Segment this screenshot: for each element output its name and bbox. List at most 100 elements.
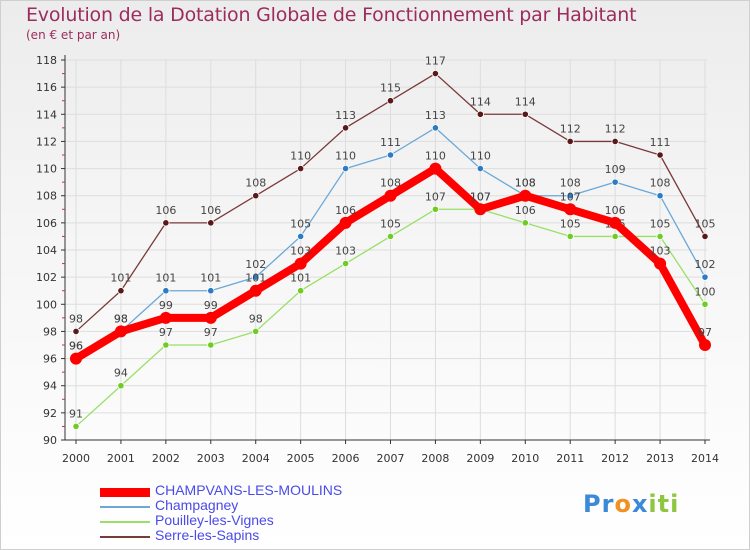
- data-label-champagney: 111: [380, 136, 401, 149]
- data-label-serre: 115: [380, 82, 401, 95]
- data-point-pouilley: [207, 341, 215, 349]
- data-point-champvans: [699, 339, 711, 351]
- logo-letter: i: [670, 490, 680, 518]
- data-point-pouilley: [431, 205, 440, 213]
- x-tick-label: 2009: [466, 452, 494, 465]
- data-label-pouilley: 105: [650, 217, 671, 230]
- data-point-pouilley: [521, 219, 529, 227]
- data-point-champagney: [207, 287, 215, 295]
- data-label-serre: 112: [605, 122, 626, 135]
- data-label-champvans: 96: [69, 340, 83, 353]
- data-point-champvans: [70, 352, 82, 365]
- data-point-champagney: [431, 124, 440, 132]
- data-label-champvans: 99: [159, 299, 173, 312]
- data-label-serre: 106: [200, 204, 221, 217]
- legend-label-champvans: CHAMPVANS-LES-MOULINS: [155, 482, 343, 498]
- data-point-serre: [117, 287, 125, 295]
- data-point-champvans: [474, 203, 487, 216]
- data-point-pouilley: [117, 382, 125, 390]
- data-label-pouilley: 103: [335, 245, 356, 258]
- data-point-serre: [162, 219, 170, 227]
- data-label-champagney: 96: [69, 340, 83, 353]
- data-label-champagney: 101: [200, 272, 221, 285]
- data-point-champvans: [204, 311, 217, 324]
- logo-letter: o: [614, 490, 632, 518]
- data-label-champvans: 103: [650, 245, 671, 258]
- data-point-champvans: [384, 189, 397, 202]
- data-point-serre: [521, 110, 529, 118]
- logo-letter: P: [583, 490, 602, 518]
- data-point-pouilley: [656, 232, 664, 241]
- data-label-serre: 112: [560, 122, 581, 135]
- data-point-serre: [386, 97, 395, 105]
- y-tick-label: 102: [36, 271, 57, 284]
- data-point-serre: [297, 164, 305, 173]
- data-label-pouilley: 106: [515, 204, 536, 217]
- x-tick-label: 2003: [197, 452, 225, 465]
- data-point-champagney: [656, 192, 664, 200]
- data-point-champvans: [339, 216, 352, 229]
- data-label-champvans: 103: [290, 245, 311, 258]
- data-label-champagney: 109: [605, 163, 626, 176]
- data-label-serre: 101: [110, 272, 131, 285]
- data-label-champagney: 113: [425, 109, 446, 122]
- data-label-champvans: 106: [335, 204, 356, 217]
- legend-label-pouilley: Pouilley-les-Vignes: [155, 512, 274, 528]
- x-tick-label: 2004: [242, 452, 270, 465]
- proxiti-logo: Proxiti: [583, 490, 679, 518]
- data-label-champvans: 108: [515, 177, 536, 190]
- x-tick-label: 2011: [556, 452, 584, 465]
- logo-letter: r: [601, 490, 615, 518]
- data-label-pouilley: 91: [69, 407, 83, 420]
- x-tick-label: 2014: [691, 452, 719, 465]
- chart-title: Evolution de la Dotation Globale de Fonc…: [26, 4, 637, 26]
- data-point-champagney: [297, 232, 305, 241]
- data-label-pouilley: 101: [290, 272, 311, 285]
- data-label-champvans: 99: [204, 299, 218, 312]
- data-label-champagney: 108: [650, 177, 671, 190]
- data-point-champvans: [159, 311, 172, 324]
- data-label-champagney: 108: [560, 177, 581, 190]
- data-label-serre: 98: [69, 312, 83, 325]
- data-label-serre: 117: [425, 55, 446, 68]
- data-label-champvans: 108: [380, 177, 401, 190]
- data-point-champagney: [611, 178, 619, 186]
- chart-subtitle: (en € et par an): [26, 28, 121, 42]
- data-point-pouilley: [566, 232, 574, 241]
- data-point-serre: [72, 327, 80, 336]
- data-label-champvans: 107: [470, 190, 491, 203]
- data-point-pouilley: [252, 327, 260, 336]
- data-point-champvans: [114, 325, 127, 338]
- data-label-serre: 114: [470, 95, 491, 108]
- x-tick-label: 2008: [421, 452, 449, 465]
- data-point-champvans: [564, 203, 577, 216]
- data-point-champagney: [701, 273, 709, 281]
- data-point-champagney: [566, 192, 574, 200]
- legend-label-champagney: Champagney: [155, 497, 239, 513]
- y-tick-label: 104: [36, 244, 57, 257]
- data-label-pouilley: 97: [159, 326, 173, 339]
- data-point-serre: [252, 192, 260, 200]
- data-point-champagney: [386, 151, 395, 159]
- data-label-pouilley: 107: [425, 190, 446, 203]
- data-point-serre: [207, 219, 215, 227]
- data-label-champvans: 107: [560, 190, 581, 203]
- data-point-champvans: [249, 284, 262, 297]
- y-tick-label: 108: [36, 190, 57, 203]
- x-tick-label: 2000: [62, 452, 90, 465]
- data-label-champvans: 97: [698, 326, 712, 339]
- y-tick-label: 96: [43, 353, 57, 366]
- legend-swatch-champagney: [100, 506, 150, 508]
- data-point-champvans: [519, 189, 532, 202]
- legend-swatch-champvans: [100, 487, 150, 497]
- y-tick-label: 92: [43, 407, 57, 420]
- data-label-champagney: 102: [245, 258, 266, 271]
- x-tick-label: 2007: [377, 452, 405, 465]
- data-point-serre: [341, 124, 350, 132]
- x-tick-label: 2010: [511, 452, 539, 465]
- x-tick-label: 2005: [287, 452, 315, 465]
- data-label-serre: 108: [245, 177, 266, 190]
- x-tick-label: 2001: [107, 452, 135, 465]
- data-label-champvans: 98: [114, 312, 128, 325]
